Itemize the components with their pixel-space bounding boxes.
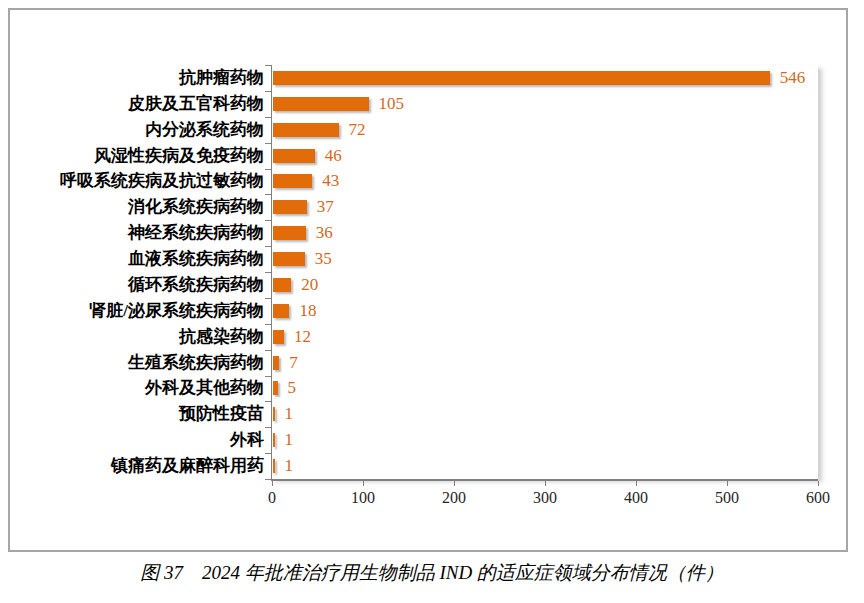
bar bbox=[273, 97, 369, 111]
bar bbox=[273, 407, 275, 421]
value-label: 72 bbox=[349, 120, 366, 140]
y-tick bbox=[265, 246, 272, 247]
category-label: 镇痛药及麻醉科用药 bbox=[14, 455, 264, 477]
x-tick bbox=[363, 481, 364, 486]
x-tick bbox=[272, 481, 273, 486]
category-label: 神经系统疾病药物 bbox=[14, 222, 264, 244]
value-label: 20 bbox=[301, 275, 318, 295]
category-label: 生殖系统疾病药物 bbox=[14, 352, 264, 374]
category-label: 抗肿瘤药物 bbox=[14, 67, 264, 89]
category-label: 肾脏/泌尿系统疾病药物 bbox=[14, 300, 264, 322]
value-label: 46 bbox=[325, 146, 342, 166]
y-tick bbox=[265, 169, 272, 170]
y-tick bbox=[265, 117, 272, 118]
category-label: 预防性疫苗 bbox=[14, 403, 264, 425]
x-tick-label: 300 bbox=[515, 489, 575, 507]
category-label: 抗感染药物 bbox=[14, 326, 264, 348]
value-label: 7 bbox=[289, 353, 298, 373]
x-tick bbox=[545, 481, 546, 486]
value-label: 35 bbox=[315, 249, 332, 269]
value-label: 12 bbox=[294, 327, 311, 347]
category-label: 循环系统疾病药物 bbox=[14, 274, 264, 296]
x-tick-label: 400 bbox=[606, 489, 666, 507]
bar bbox=[273, 381, 278, 395]
x-tick bbox=[818, 481, 819, 486]
value-label: 43 bbox=[322, 171, 339, 191]
bar bbox=[273, 356, 279, 370]
value-label: 18 bbox=[299, 301, 316, 321]
y-tick bbox=[265, 298, 272, 299]
value-label: 1 bbox=[285, 430, 294, 450]
bar bbox=[273, 149, 315, 163]
x-tick-label: 200 bbox=[424, 489, 484, 507]
bar bbox=[273, 278, 291, 292]
y-tick bbox=[265, 324, 272, 325]
y-tick bbox=[265, 350, 272, 351]
category-label: 外科 bbox=[14, 429, 264, 451]
value-label: 105 bbox=[379, 94, 405, 114]
bar bbox=[273, 123, 339, 137]
chart-frame: 抗肿瘤药物546皮肤及五官科药物105内分泌系统药物72风湿性疾病及免疫药物46… bbox=[8, 8, 848, 552]
x-tick-label: 100 bbox=[333, 489, 393, 507]
y-tick bbox=[265, 272, 272, 273]
figure-container: 抗肿瘤药物546皮肤及五官科药物105内分泌系统药物72风湿性疾病及免疫药物46… bbox=[0, 0, 864, 603]
bar bbox=[273, 200, 307, 214]
x-tick-label: 600 bbox=[788, 489, 848, 507]
value-label: 37 bbox=[317, 197, 334, 217]
category-label: 血液系统疾病药物 bbox=[14, 248, 264, 270]
bar bbox=[273, 174, 312, 188]
value-label: 5 bbox=[288, 378, 297, 398]
category-label: 内分泌系统药物 bbox=[14, 119, 264, 141]
figure-caption: 图 37 2024 年批准治疗用生物制品 IND 的适应症领域分布情况（件） bbox=[0, 560, 864, 586]
y-tick bbox=[265, 194, 272, 195]
y-tick bbox=[265, 376, 272, 377]
y-tick bbox=[265, 65, 272, 66]
y-tick bbox=[265, 91, 272, 92]
bar bbox=[273, 226, 306, 240]
y-tick bbox=[265, 427, 272, 428]
y-tick bbox=[265, 143, 272, 144]
category-label: 皮肤及五官科药物 bbox=[14, 93, 264, 115]
bar bbox=[273, 459, 275, 473]
x-tick bbox=[454, 481, 455, 486]
x-tick bbox=[636, 481, 637, 486]
bar bbox=[273, 433, 275, 447]
x-tick bbox=[727, 481, 728, 486]
category-label: 外科及其他药物 bbox=[14, 377, 264, 399]
value-label: 36 bbox=[316, 223, 333, 243]
category-label: 风湿性疾病及免疫药物 bbox=[14, 145, 264, 167]
value-label: 1 bbox=[285, 456, 294, 476]
value-label: 1 bbox=[285, 404, 294, 424]
bar bbox=[273, 330, 284, 344]
value-label: 546 bbox=[780, 68, 806, 88]
bar bbox=[273, 304, 289, 318]
category-label: 呼吸系统疾病及抗过敏药物 bbox=[14, 170, 264, 192]
y-tick bbox=[265, 220, 272, 221]
bar bbox=[273, 252, 305, 266]
category-label: 消化系统疾病药物 bbox=[14, 196, 264, 218]
bar bbox=[273, 71, 770, 85]
y-tick bbox=[265, 453, 272, 454]
x-tick-label: 500 bbox=[697, 489, 757, 507]
y-tick bbox=[265, 401, 272, 402]
x-tick-label: 0 bbox=[242, 489, 302, 507]
